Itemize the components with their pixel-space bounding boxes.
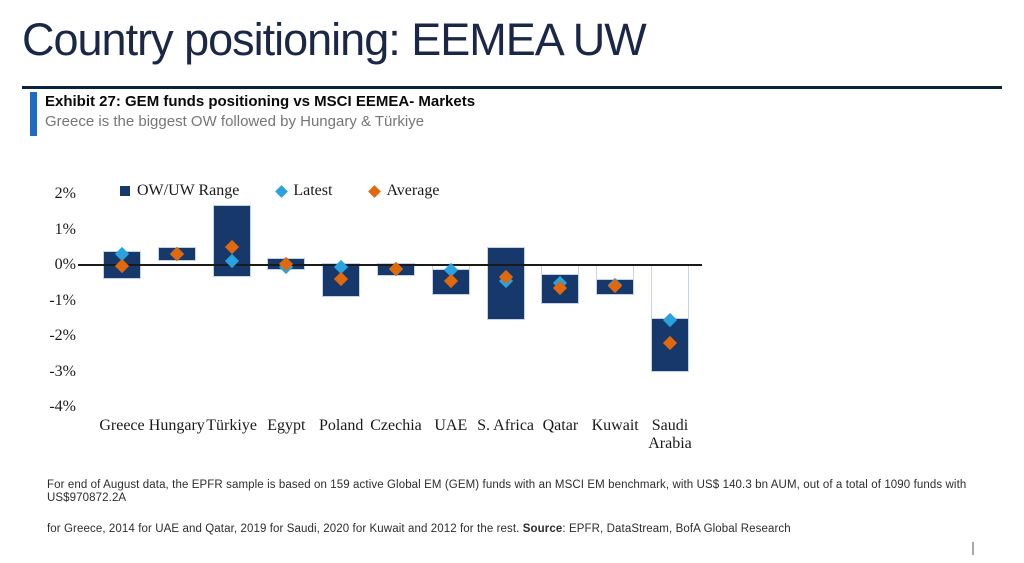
y-axis-tick-label: -4% [49, 398, 76, 415]
footnote-line-1: For end of August data, the EPFR sample … [47, 479, 967, 504]
range-connector [596, 265, 635, 280]
legend-label: Latest [293, 182, 333, 199]
chart-footnote: For end of August data, the EPFR sample … [47, 479, 1007, 554]
page-edge-mark [972, 542, 974, 555]
footnote-source-text: : EPFR, DataStream, BofA Global Research [562, 523, 791, 535]
range-connector [541, 265, 580, 274]
legend-label: Average [386, 182, 440, 199]
y-axis-tick-label: -2% [49, 327, 76, 344]
legend-square-icon [120, 186, 130, 196]
exhibit-accent-bar [30, 92, 37, 136]
footnote-source-label: Source [522, 523, 563, 535]
exhibit-subtitle: Greece is the biggest OW followed by Hun… [45, 113, 425, 130]
footnote-line-2-text: for Greece, 2014 for UAE and Qatar, 2019… [47, 523, 523, 535]
category-label: S. Africa [477, 417, 535, 434]
legend-diamond-icon [368, 184, 382, 198]
legend-item-latest: Latest [275, 182, 333, 200]
y-axis-tick-label: -3% [49, 362, 76, 380]
category-label: Kuwait [591, 417, 639, 434]
exhibit-text-block: Exhibit 27: GEM funds positioning vs MSC… [45, 92, 475, 136]
legend-item-average: Average [368, 182, 440, 200]
category-label: Türkiye [206, 417, 257, 434]
y-axis-tick-label: 0% [54, 256, 76, 273]
positioning-chart: OW/UW Range Latest Average 2% 1% 0% -1% -2% -3% -… [0, 175, 1024, 475]
category-label: Qatar [542, 417, 579, 434]
legend-label: OW/UW Range [137, 182, 240, 199]
footnote-line-2: for Greece, 2014 for UAE and Qatar, 2019… [47, 523, 1007, 536]
exhibit-title: Exhibit 27: GEM funds positioning vs MSC… [45, 93, 476, 110]
category-label: UAE [434, 417, 468, 434]
y-axis-tick-label: 2% [54, 185, 76, 202]
category-label: Poland [318, 417, 364, 434]
y-axis-tick-label: 1% [54, 220, 76, 238]
y-axis-tick-label: -1% [49, 291, 76, 309]
exhibit-header: Exhibit 27: GEM funds positioning vs MSC… [30, 92, 475, 136]
category-label: Egypt [267, 417, 306, 434]
header-divider [22, 86, 1002, 89]
zero-axis-line [78, 264, 702, 266]
category-label: Czechia [370, 417, 422, 434]
legend-item-ow-uw-range: OW/UW Range [120, 182, 239, 200]
category-label: Saudi Arabia [648, 417, 692, 452]
page-title: Country positioning: EEMEA UW [22, 14, 647, 65]
category-label: Greece [99, 417, 145, 434]
chart-legend: OW/UW Range Latest Average [120, 182, 439, 200]
category-label: Hungary [148, 417, 205, 434]
range-connector [651, 265, 689, 319]
legend-diamond-icon [275, 184, 289, 198]
